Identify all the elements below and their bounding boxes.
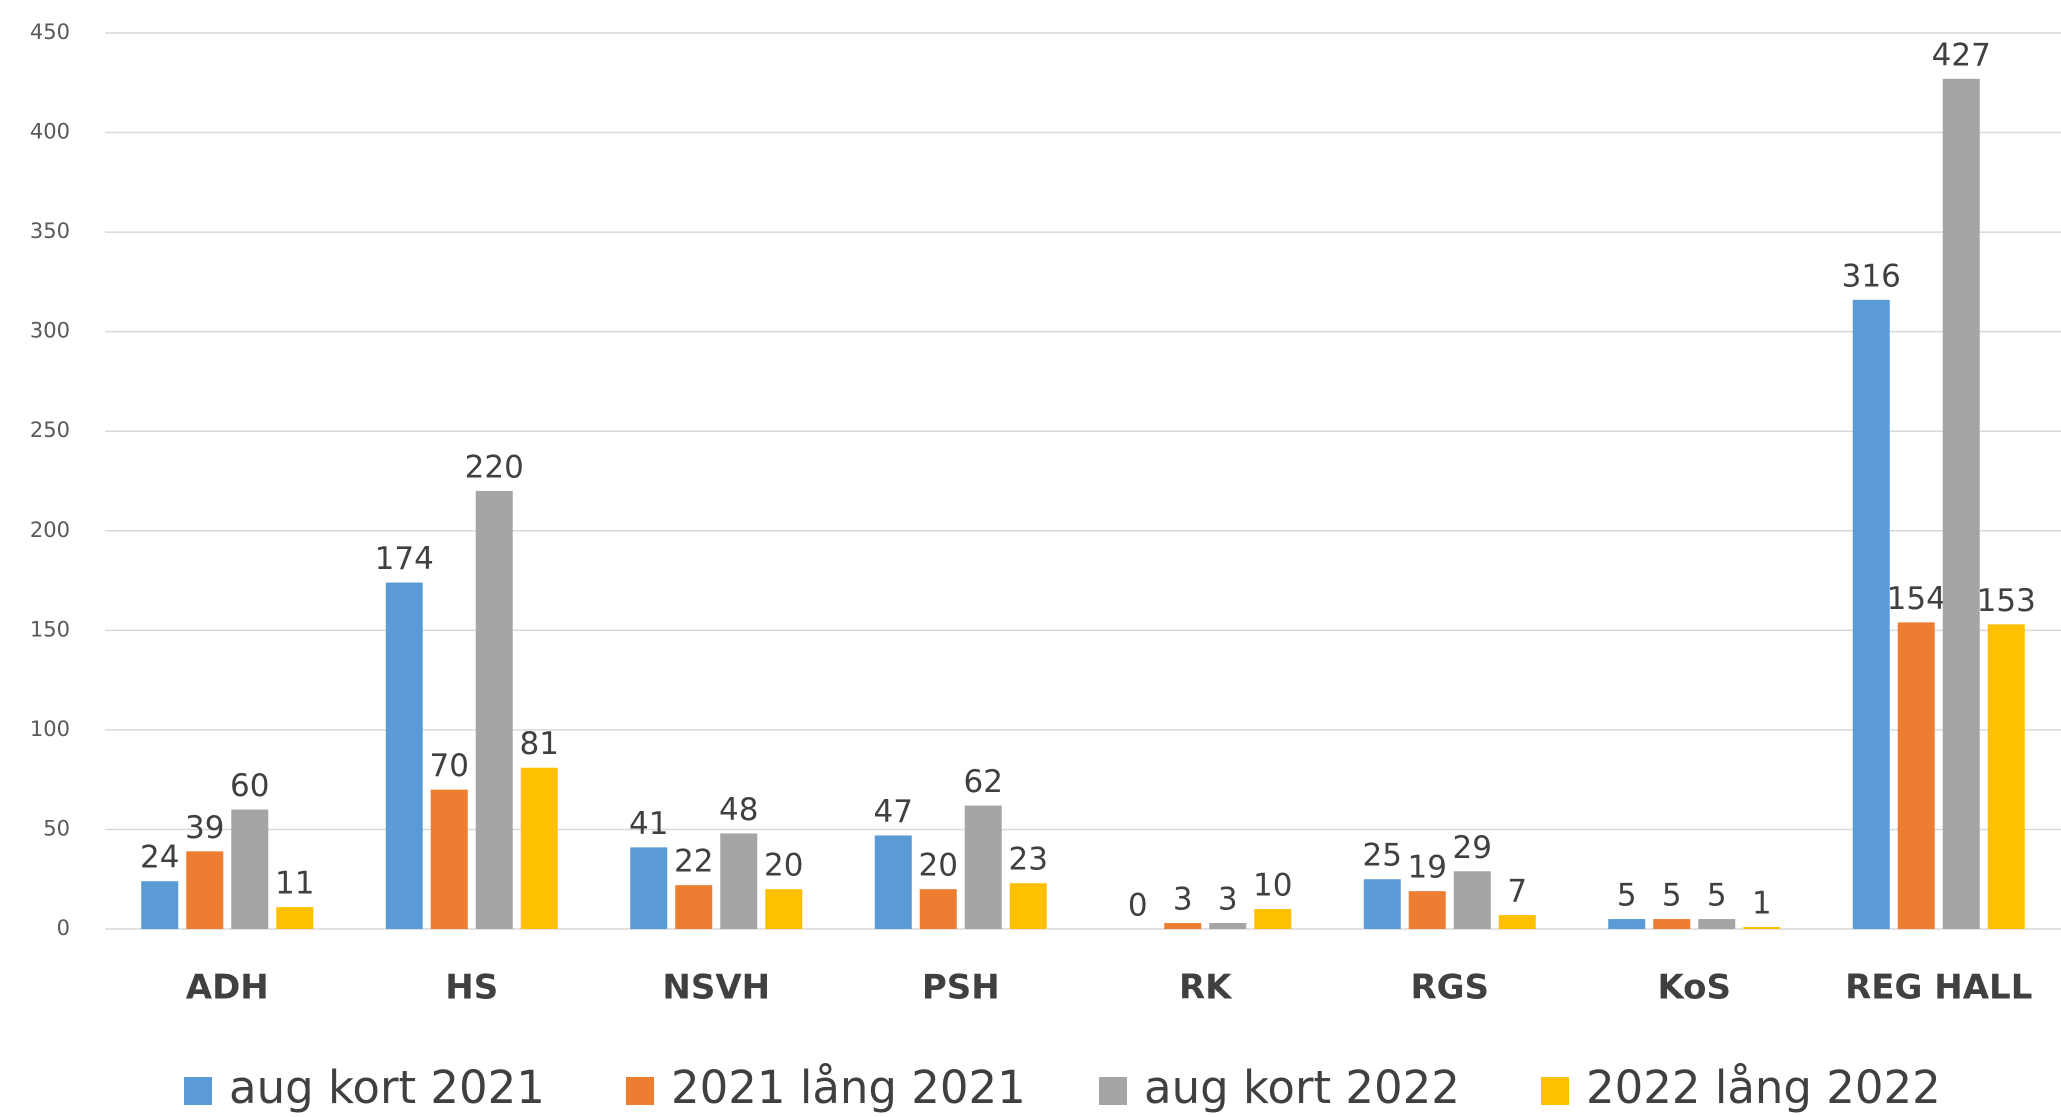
y-tick-label: 400 — [30, 120, 70, 144]
bar — [1897, 622, 1935, 929]
data-label: 5 — [1707, 878, 1727, 914]
data-label: 39 — [185, 810, 224, 846]
bar — [919, 889, 957, 929]
data-label: 11 — [275, 866, 314, 902]
data-label: 1 — [1752, 886, 1772, 922]
y-tick-label: 0 — [57, 916, 70, 940]
y-tick-label: 100 — [30, 717, 70, 741]
x-tick-label: PSH — [922, 968, 1000, 1008]
data-label: 5 — [1662, 878, 1682, 914]
data-label: 41 — [629, 806, 668, 842]
y-tick-label: 50 — [43, 816, 70, 840]
bar — [1942, 78, 1980, 930]
bar — [385, 582, 423, 929]
bar — [186, 851, 224, 929]
bar — [1743, 927, 1781, 929]
legend-label: 2021 lång 2021 — [671, 1061, 1026, 1114]
x-tick-label: KoS — [1657, 968, 1731, 1008]
bar — [430, 789, 468, 929]
bar — [1363, 879, 1401, 929]
data-label: 427 — [1932, 37, 1991, 73]
y-tick-label: 300 — [30, 319, 70, 343]
legend-label: 2022 lång 2022 — [1586, 1061, 1941, 1114]
data-label: 81 — [520, 726, 559, 762]
data-label: 20 — [764, 848, 803, 884]
bar — [231, 809, 269, 929]
x-tick-label: RGS — [1410, 968, 1489, 1008]
y-tick-label: 450 — [30, 20, 70, 44]
legend-swatch — [1099, 1077, 1127, 1105]
data-label: 23 — [1009, 842, 1048, 878]
x-tick-label: RK — [1179, 968, 1233, 1008]
bar — [141, 881, 179, 929]
bar — [520, 767, 558, 929]
bar — [675, 885, 713, 929]
legend-label: aug kort 2021 — [229, 1061, 545, 1114]
bar — [475, 490, 513, 929]
bar — [1209, 923, 1247, 929]
x-tick-label: REG HALL — [1845, 968, 2032, 1008]
data-label: 62 — [964, 764, 1003, 800]
data-label: 19 — [1408, 850, 1447, 886]
data-label: 25 — [1363, 838, 1402, 874]
data-label: 20 — [919, 848, 958, 884]
y-tick-label: 350 — [30, 219, 70, 243]
legend-label: aug kort 2022 — [1144, 1061, 1460, 1114]
bar — [1987, 624, 2025, 929]
y-tick-label: 200 — [30, 518, 70, 542]
x-tick-label: HS — [445, 968, 498, 1008]
data-label: 24 — [140, 840, 179, 876]
data-label: 3 — [1218, 882, 1238, 918]
bar — [765, 889, 803, 929]
bar — [964, 805, 1002, 929]
legend-swatch — [184, 1077, 212, 1105]
data-label: 154 — [1887, 581, 1946, 617]
data-label: 3 — [1173, 882, 1193, 918]
legend-swatch — [1541, 1077, 1569, 1105]
data-label: 29 — [1453, 830, 1492, 866]
x-tick-label: ADH — [186, 968, 269, 1008]
data-label: 10 — [1253, 868, 1292, 904]
bar — [1608, 919, 1646, 929]
data-label: 70 — [430, 748, 469, 784]
bar — [720, 833, 758, 929]
bar — [874, 835, 912, 929]
bar — [1498, 915, 1536, 929]
data-label: 153 — [1977, 583, 2036, 619]
data-label: 7 — [1507, 874, 1527, 910]
y-tick-label: 150 — [30, 617, 70, 641]
data-label: 47 — [874, 794, 913, 830]
bar — [630, 847, 668, 929]
data-label: 5 — [1617, 878, 1637, 914]
bar — [1254, 909, 1292, 929]
data-label: 0 — [1128, 888, 1148, 924]
bar — [1698, 919, 1736, 929]
data-label: 316 — [1842, 258, 1901, 294]
bar — [276, 907, 314, 929]
data-label: 220 — [465, 449, 524, 485]
bar — [1408, 891, 1446, 929]
bar — [1653, 919, 1691, 929]
bar — [1453, 871, 1491, 929]
bar — [1009, 883, 1047, 929]
bar — [1852, 299, 1890, 929]
data-label: 174 — [375, 541, 434, 577]
data-label: 60 — [230, 768, 269, 804]
legend-swatch — [626, 1077, 654, 1105]
bar — [1164, 923, 1202, 929]
x-tick-label: NSVH — [662, 968, 770, 1008]
y-tick-label: 250 — [30, 418, 70, 442]
data-label: 22 — [674, 844, 713, 880]
data-label: 48 — [719, 792, 758, 828]
